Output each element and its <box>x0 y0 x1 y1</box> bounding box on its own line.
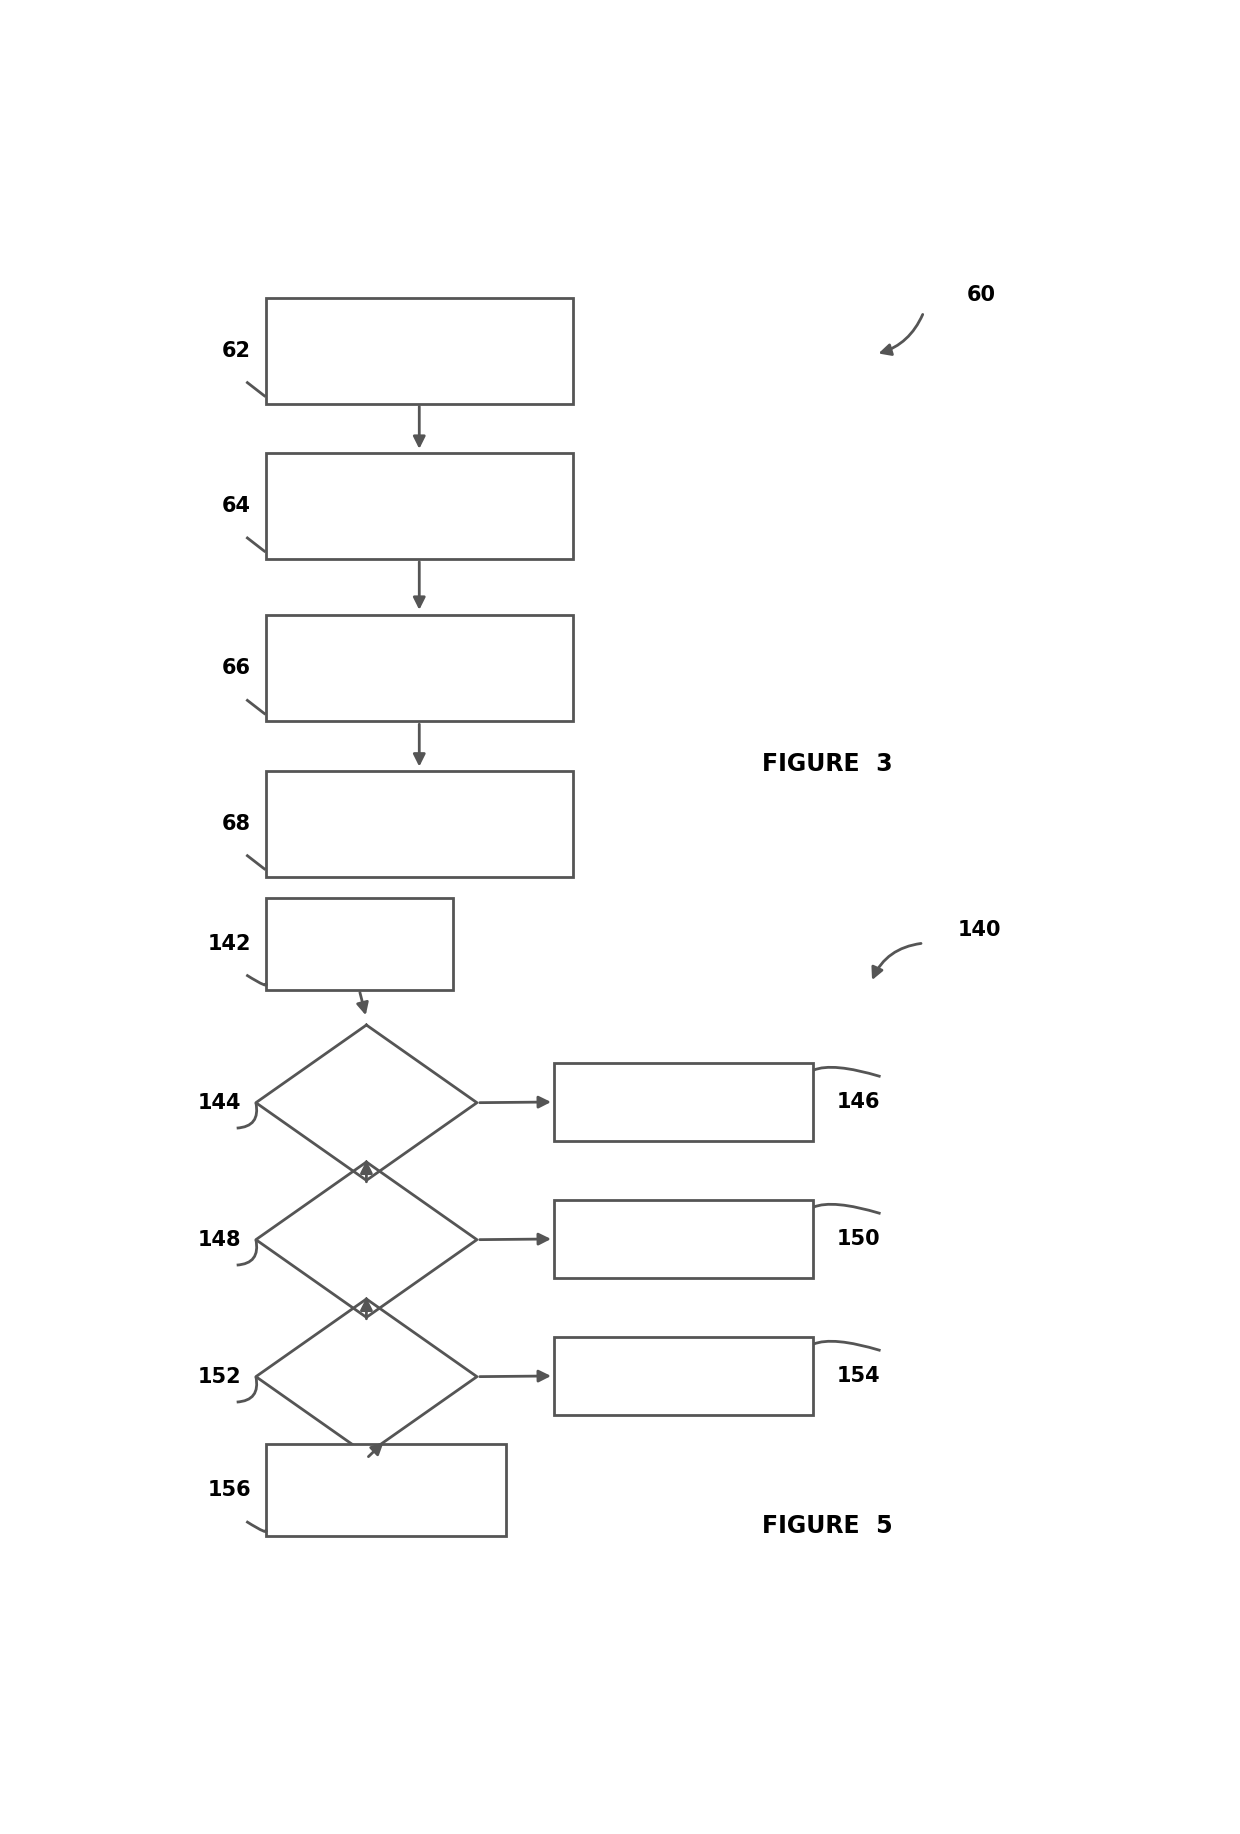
Text: 68: 68 <box>222 814 250 834</box>
Bar <box>265 297 573 403</box>
Text: 140: 140 <box>957 921 1001 941</box>
Bar <box>554 1199 813 1278</box>
Bar <box>265 616 573 721</box>
Text: 144: 144 <box>198 1093 242 1113</box>
Text: 142: 142 <box>207 934 250 954</box>
Bar <box>265 899 453 990</box>
Text: FIGURE  3: FIGURE 3 <box>763 752 893 776</box>
Bar <box>554 1337 813 1414</box>
Bar <box>554 1064 813 1141</box>
Bar <box>265 770 573 877</box>
Text: 60: 60 <box>967 284 996 304</box>
Bar <box>265 1445 506 1537</box>
Text: 150: 150 <box>837 1229 880 1249</box>
Text: 156: 156 <box>207 1480 250 1500</box>
Text: FIGURE  5: FIGURE 5 <box>763 1515 893 1539</box>
Text: 66: 66 <box>222 658 250 679</box>
Text: 64: 64 <box>222 495 250 515</box>
Text: 62: 62 <box>222 341 250 361</box>
Text: 152: 152 <box>198 1366 242 1387</box>
Text: 154: 154 <box>837 1366 880 1387</box>
Text: 148: 148 <box>198 1229 242 1249</box>
Text: 146: 146 <box>837 1091 880 1111</box>
Bar <box>265 453 573 559</box>
